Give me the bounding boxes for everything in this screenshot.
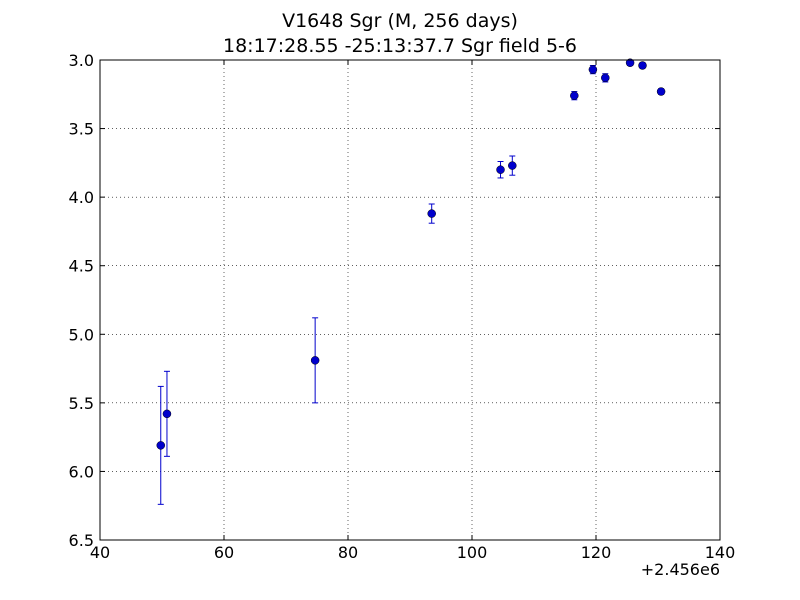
y-tick-label: 5.5	[69, 394, 94, 413]
data-point	[156, 441, 166, 450]
y-tick-label: 3.5	[69, 120, 94, 139]
x-tick-label: 100	[457, 543, 488, 562]
y-tick-label: 6.5	[69, 531, 94, 550]
data-point	[310, 356, 320, 365]
data-point	[588, 65, 598, 74]
data-point	[508, 161, 517, 170]
plot-frame	[99, 59, 721, 541]
y-tick-label: 4.0	[69, 188, 94, 207]
data-point	[601, 73, 610, 83]
data-point	[570, 91, 579, 100]
x-tick-label: 80	[338, 543, 358, 562]
chart-title: V1648 Sgr (M, 256 days)	[282, 10, 518, 32]
data-point	[638, 61, 647, 70]
x-tick-label: 60	[214, 543, 234, 562]
data-point	[656, 87, 666, 96]
x-tick-label: 140	[705, 543, 736, 562]
data-point	[427, 209, 436, 218]
x-tick-label: 120	[581, 543, 612, 562]
y-tick-label: 4.5	[69, 257, 94, 276]
data-point	[162, 409, 172, 419]
data-point	[496, 165, 505, 174]
x-tick-label: 40	[90, 543, 110, 562]
y-tick-label: 6.0	[69, 462, 94, 481]
y-tick-label: 5.0	[69, 325, 94, 344]
y-tick-label: 3.0	[69, 51, 94, 70]
data-point	[625, 58, 635, 67]
chart-subtitle: 18:17:28.55 -25:13:37.7 Sgr field 5-6	[223, 35, 577, 57]
x-axis-offset-label: +2.456e6	[640, 560, 720, 579]
